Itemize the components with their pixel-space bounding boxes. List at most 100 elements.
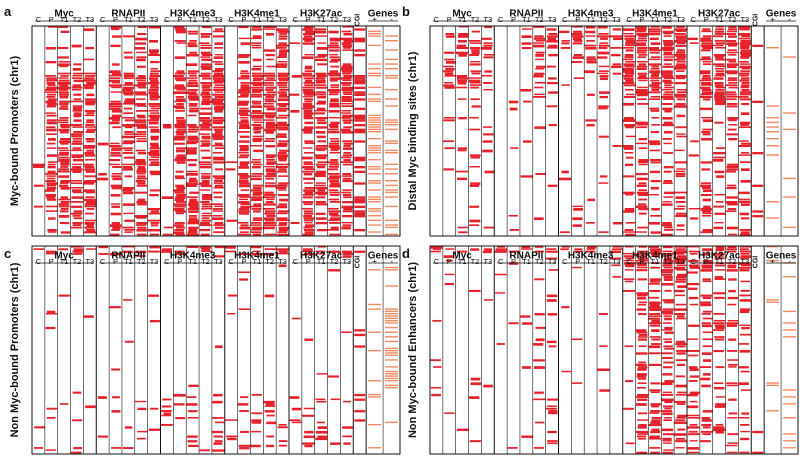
gene-mark xyxy=(368,159,382,161)
signal-mark xyxy=(675,280,686,283)
signal-mark xyxy=(650,187,659,190)
signal-mark xyxy=(314,173,326,176)
signal-mark xyxy=(250,224,262,226)
signal-mark xyxy=(676,255,686,258)
signal-mark xyxy=(341,82,352,85)
signal-mark xyxy=(123,140,135,143)
signal-mark xyxy=(109,145,121,148)
signal-mark xyxy=(662,412,673,416)
signal-mark xyxy=(624,229,634,231)
signal-mark xyxy=(173,208,185,211)
gene-mark xyxy=(385,142,398,145)
signal-mark xyxy=(702,198,712,202)
signal-mark xyxy=(251,75,264,77)
signal-mark xyxy=(661,329,673,331)
cgi-mark xyxy=(354,98,366,101)
signal-mark xyxy=(98,246,109,249)
signal-mark xyxy=(330,65,340,68)
signal-mark xyxy=(635,30,646,33)
signal-mark xyxy=(572,37,582,41)
signal-mark xyxy=(317,63,328,66)
signal-mark xyxy=(227,294,238,297)
signal-mark xyxy=(45,194,56,197)
signal-mark xyxy=(148,119,159,122)
signal-mark xyxy=(648,140,660,143)
signal-mark xyxy=(328,30,339,34)
signal-mark xyxy=(700,430,713,433)
signal-mark xyxy=(200,82,212,84)
signal-mark xyxy=(728,363,738,366)
signal-mark xyxy=(674,246,687,248)
signal-mark xyxy=(252,191,263,195)
signal-mark xyxy=(214,84,225,86)
signal-mark xyxy=(636,177,648,181)
signal-mark xyxy=(649,149,661,152)
gene-mark xyxy=(368,393,382,396)
signal-mark xyxy=(328,75,341,77)
signal-mark xyxy=(199,117,211,120)
signal-mark xyxy=(637,412,648,415)
signal-mark xyxy=(675,393,686,396)
cgi-mark xyxy=(354,131,366,134)
signal-mark xyxy=(458,26,469,28)
signal-mark xyxy=(676,363,686,367)
signal-mark xyxy=(187,82,198,85)
signal-mark xyxy=(213,196,223,199)
signal-mark xyxy=(699,58,712,61)
signal-mark xyxy=(663,229,674,231)
signal-mark xyxy=(727,117,739,120)
gene-mark xyxy=(368,196,382,198)
signal-mark xyxy=(534,250,545,253)
signal-mark xyxy=(625,61,636,63)
signal-mark xyxy=(700,231,713,234)
signal-mark xyxy=(714,405,726,408)
signal-mark xyxy=(638,212,647,215)
signal-mark xyxy=(342,140,353,143)
signal-mark xyxy=(60,142,69,145)
signal-mark xyxy=(728,26,737,29)
signal-mark xyxy=(278,51,288,54)
signal-mark xyxy=(188,72,197,75)
signal-mark xyxy=(161,414,172,417)
signal-mark xyxy=(315,222,328,225)
signal-mark xyxy=(163,126,172,129)
signal-mark xyxy=(715,28,725,31)
gene-mark xyxy=(385,315,398,317)
signal-mark xyxy=(471,30,481,33)
signal-mark xyxy=(662,322,672,324)
signal-mark xyxy=(329,91,340,94)
signal-mark xyxy=(149,40,158,43)
gene-mark xyxy=(368,138,382,140)
signal-mark xyxy=(482,82,493,84)
signal-mark xyxy=(148,89,159,92)
gene-mark xyxy=(368,75,382,77)
signal-mark xyxy=(341,86,354,90)
signal-mark xyxy=(674,421,687,424)
signal-mark xyxy=(176,212,184,215)
gene-mark xyxy=(368,201,382,203)
gene-mark xyxy=(385,266,398,269)
signal-mark xyxy=(443,117,456,119)
sample-label: C xyxy=(434,257,440,266)
signal-mark xyxy=(46,128,57,132)
signal-mark xyxy=(661,224,673,227)
signal-mark xyxy=(699,96,712,98)
signal-mark xyxy=(664,82,674,84)
signal-mark xyxy=(432,248,442,250)
signal-mark xyxy=(664,33,672,35)
signal-mark xyxy=(457,149,467,152)
signal-mark xyxy=(176,194,186,197)
gene-mark xyxy=(368,173,382,175)
signal-mark xyxy=(239,177,249,180)
gene-mark xyxy=(783,322,796,324)
signal-mark xyxy=(714,75,725,77)
signal-mark xyxy=(649,303,660,307)
signal-mark xyxy=(188,126,199,129)
signal-mark xyxy=(702,278,711,281)
signal-mark xyxy=(469,205,480,208)
signal-mark xyxy=(276,248,289,251)
signal-mark xyxy=(700,440,711,443)
signal-mark xyxy=(109,306,121,309)
signal-mark xyxy=(572,26,583,28)
